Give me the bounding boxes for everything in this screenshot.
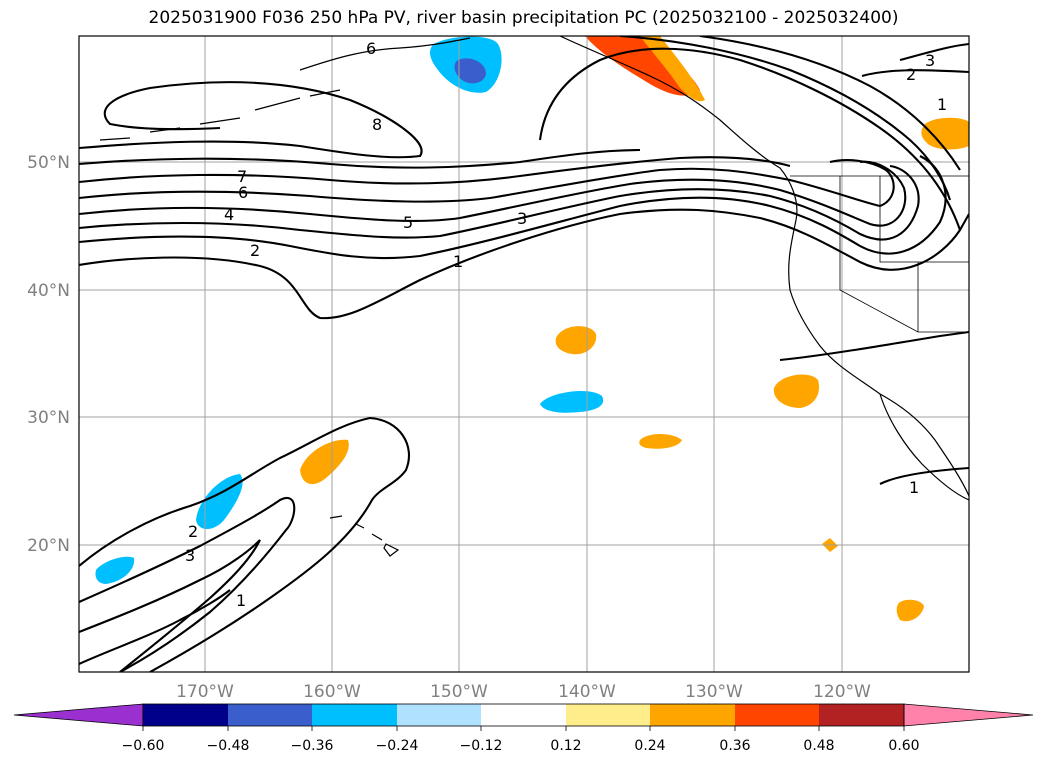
lat-tick-label: 40°N — [27, 281, 70, 301]
precip-orange-6 — [896, 599, 924, 622]
contour-label: 5 — [403, 213, 413, 232]
colorbar-tick-label: 0.24 — [634, 738, 665, 754]
colorbar-tick-label: −0.36 — [291, 738, 334, 754]
contour-2 — [79, 155, 947, 260]
hawaii-islands — [329, 515, 400, 557]
colorbar-segment — [566, 704, 650, 726]
precip-orange-1 — [555, 326, 597, 355]
contour-label: 2 — [188, 522, 198, 541]
colorbar-outline — [142, 703, 905, 727]
colorbar-segment — [481, 704, 566, 726]
colorbar-tick-label: −0.24 — [376, 738, 419, 754]
lon-tick-label: 160°W — [303, 682, 361, 702]
colorbar-tick-label: 0.12 — [550, 738, 581, 754]
contour-north-2 — [619, 36, 952, 201]
colorbar-tick-label: 0.48 — [803, 738, 834, 754]
lon-tick-label: 170°W — [176, 682, 234, 702]
contour-label: 6 — [366, 39, 376, 58]
colorbar-tick-label: 0.60 — [888, 738, 919, 754]
contour-sw-2 — [79, 497, 296, 672]
west-coast-usa — [788, 219, 969, 497]
contour-label: 6 — [238, 183, 248, 202]
contour-ne-2 — [861, 69, 969, 78]
contour-6 — [79, 156, 791, 185]
baja-peninsula — [879, 393, 969, 501]
colorbar-segment — [312, 704, 397, 726]
contour-label: 8 — [372, 115, 382, 134]
contour-north-1 — [538, 47, 961, 231]
colorbar-segment — [397, 704, 481, 726]
colorbar-tick-label: −0.60 — [122, 738, 165, 754]
contour-1 — [79, 208, 969, 320]
coastlines — [99, 36, 969, 557]
map-area: 6 8 7 6 4 2 5 3 1 2 3 1 1 2 3 1 — [79, 36, 969, 672]
precip-orange-alaska — [640, 36, 705, 102]
pv-contours — [79, 36, 969, 672]
colorbar-segment — [735, 704, 819, 726]
contour-sw-outer — [79, 416, 411, 672]
colorbar-extend-left — [13, 703, 144, 727]
precip-blue-sw2 — [95, 556, 135, 584]
contour-4 — [79, 160, 907, 227]
lat-tick-label: 50°N — [27, 153, 70, 173]
colorbar-ticks — [142, 726, 905, 731]
contour-label: 1 — [937, 95, 947, 114]
alaska-coast — [299, 36, 798, 221]
contour-north-3 — [699, 36, 961, 171]
contour-5 — [79, 159, 895, 208]
contour-south-1 — [779, 330, 969, 362]
precip-orange-2 — [639, 434, 682, 449]
colorbar-segment — [143, 704, 228, 726]
precip-darkblue-gulf-alaska — [454, 58, 486, 84]
contour-label-group: 6 8 7 6 4 2 5 3 1 2 3 1 1 2 3 1 — [185, 39, 947, 610]
contour-label: 4 — [224, 205, 234, 224]
colorbar-segment — [228, 704, 312, 726]
contour-label: 3 — [925, 51, 935, 70]
lon-tick-label: 120°W — [813, 682, 871, 702]
colorbar-tick-label: −0.12 — [460, 738, 503, 754]
colorbar-segment — [819, 704, 904, 726]
contour-label: 1 — [909, 478, 919, 497]
precip-orange-ne — [921, 117, 969, 150]
contour-label: 7 — [237, 167, 247, 186]
latitude-axis: 50°N 40°N 30°N 20°N — [27, 153, 70, 556]
contour-8 — [79, 81, 423, 159]
colorbar-extend-right — [903, 703, 1034, 727]
lon-tick-label: 140°W — [558, 682, 616, 702]
contour-ne-3 — [899, 42, 969, 62]
lon-tick-label: 130°W — [685, 682, 743, 702]
contour-7 — [79, 148, 641, 169]
contour-label: 3 — [185, 546, 195, 565]
contour-label: 3 — [517, 209, 527, 228]
contour-3 — [79, 164, 920, 241]
map-title: 2025031900 F036 250 hPa PV, river basin … — [148, 8, 899, 28]
contour-label: 2 — [250, 241, 260, 260]
precip-red-alaska — [585, 36, 700, 96]
longitude-axis: 170°W 160°W 150°W 140°W 130°W 120°W — [176, 682, 871, 702]
precip-orange-3 — [773, 374, 820, 408]
colorbar-segment — [650, 704, 735, 726]
contour-label: 1 — [453, 252, 463, 271]
state-lines — [839, 176, 969, 333]
lon-tick-label: 150°W — [430, 682, 488, 702]
contour-sw-4 — [79, 589, 231, 665]
colorbar-tick-label: −0.48 — [207, 738, 250, 754]
gridlines — [79, 36, 969, 672]
contour-label: 1 — [236, 591, 246, 610]
contour-label: 2 — [906, 65, 916, 84]
map-frame — [78, 35, 970, 673]
lat-tick-label: 30°N — [27, 408, 70, 428]
lat-tick-label: 20°N — [27, 536, 70, 556]
contour-se-1 — [879, 466, 969, 485]
colorbar-tick-label: 0.36 — [719, 738, 750, 754]
colorbar: −0.60 −0.48 −0.36 −0.24 −0.12 0.12 0.24 … — [13, 703, 1034, 754]
contour-sw-3 — [79, 539, 261, 672]
precip-orange-4 — [300, 439, 349, 485]
